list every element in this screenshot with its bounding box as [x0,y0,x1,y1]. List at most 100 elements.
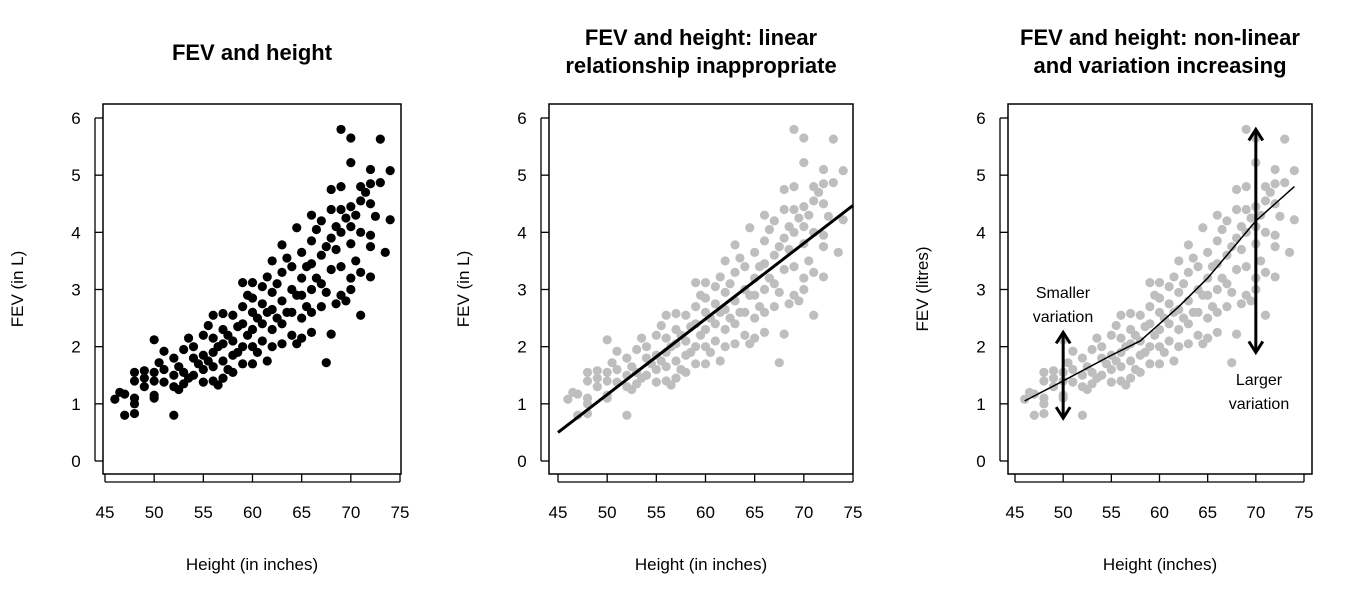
data-point [809,196,819,206]
y-axis-label: FEV (litres) [913,247,932,332]
data-point [1174,324,1184,335]
data-point [1260,310,1271,320]
data-point [774,242,784,252]
data-point [179,344,189,355]
data-point [1289,165,1299,176]
data-point [671,356,681,366]
data-point [356,267,366,277]
data-point [203,320,213,331]
data-point [306,210,317,220]
y-tick-label: 2 [976,338,985,357]
data-point [1212,284,1222,295]
data-point [1260,267,1271,277]
data-point [799,273,809,283]
data-point [356,310,366,320]
x-tick-label: 65 [292,503,311,522]
annotation-text: variation [1229,396,1289,413]
data-point [789,124,799,135]
y-tick-label: 3 [976,281,985,300]
data-point [169,370,179,380]
data-point [1174,342,1184,352]
data-point [651,377,661,387]
data-point [208,362,218,372]
data-point [1178,279,1189,289]
data-point [769,279,779,289]
data-point [139,382,149,392]
data-point [188,342,199,352]
data-point [238,342,248,352]
data-point [656,320,666,331]
regression-line [557,204,854,434]
data-point [1077,410,1088,420]
data-point [1236,299,1246,309]
data-point [1231,264,1242,275]
data-point [169,410,179,420]
data-point [1106,364,1116,375]
data-point [1174,304,1184,315]
data-point [1145,319,1155,329]
data-point [1097,370,1107,380]
data-point [356,227,366,237]
data-point [208,310,218,320]
y-tick-label: 4 [517,223,526,242]
data-point [238,359,248,369]
data-point [1270,164,1280,175]
data-point [1241,124,1251,135]
x-tick-label: 75 [391,503,410,522]
data-point [730,339,740,349]
data-point [759,284,770,295]
data-point [809,310,819,320]
plot-box [102,103,402,475]
data-point [612,346,622,356]
data-point [1212,259,1222,269]
x-tick-label: 75 [844,503,863,522]
data-point [247,324,258,335]
data-point [1116,362,1126,372]
data-point [321,287,331,297]
data-point [306,284,317,295]
data-point [336,182,346,192]
data-point [789,227,799,237]
y-tick-label: 2 [517,338,526,357]
data-point [385,215,395,225]
data-point [365,230,376,240]
data-point [331,244,341,255]
data-point [1145,302,1155,312]
data-point [1275,211,1285,221]
data-point [750,247,760,257]
data-point [1212,307,1222,317]
y-axis-label: FEV (in L) [8,251,27,328]
x-tick-label: 60 [243,503,262,522]
data-point [159,377,169,387]
data-point [365,179,376,189]
data-point [238,302,248,312]
data-point [218,373,228,383]
data-point [1169,356,1179,366]
data-point [582,376,593,386]
y-tick-label: 5 [517,166,526,185]
data-point [336,124,346,135]
data-point [1135,367,1145,377]
data-point [1116,310,1126,320]
data-point [602,367,612,377]
data-point [1039,367,1049,377]
data-point [700,293,711,303]
data-point [700,324,711,335]
data-point [1135,310,1145,320]
data-point [346,222,356,232]
data-point [1236,244,1246,255]
chart-title: and variation increasing [1033,53,1286,78]
data-point [705,347,716,357]
data-point [1164,336,1174,346]
data-point [622,353,632,363]
y-tick-label: 2 [71,338,80,357]
data-point [228,367,238,377]
data-point [661,333,671,343]
data-point [750,313,760,323]
data-point [257,299,267,309]
data-point [1280,177,1290,188]
data-point [779,184,789,195]
data-point [818,242,829,252]
data-point [818,230,829,240]
